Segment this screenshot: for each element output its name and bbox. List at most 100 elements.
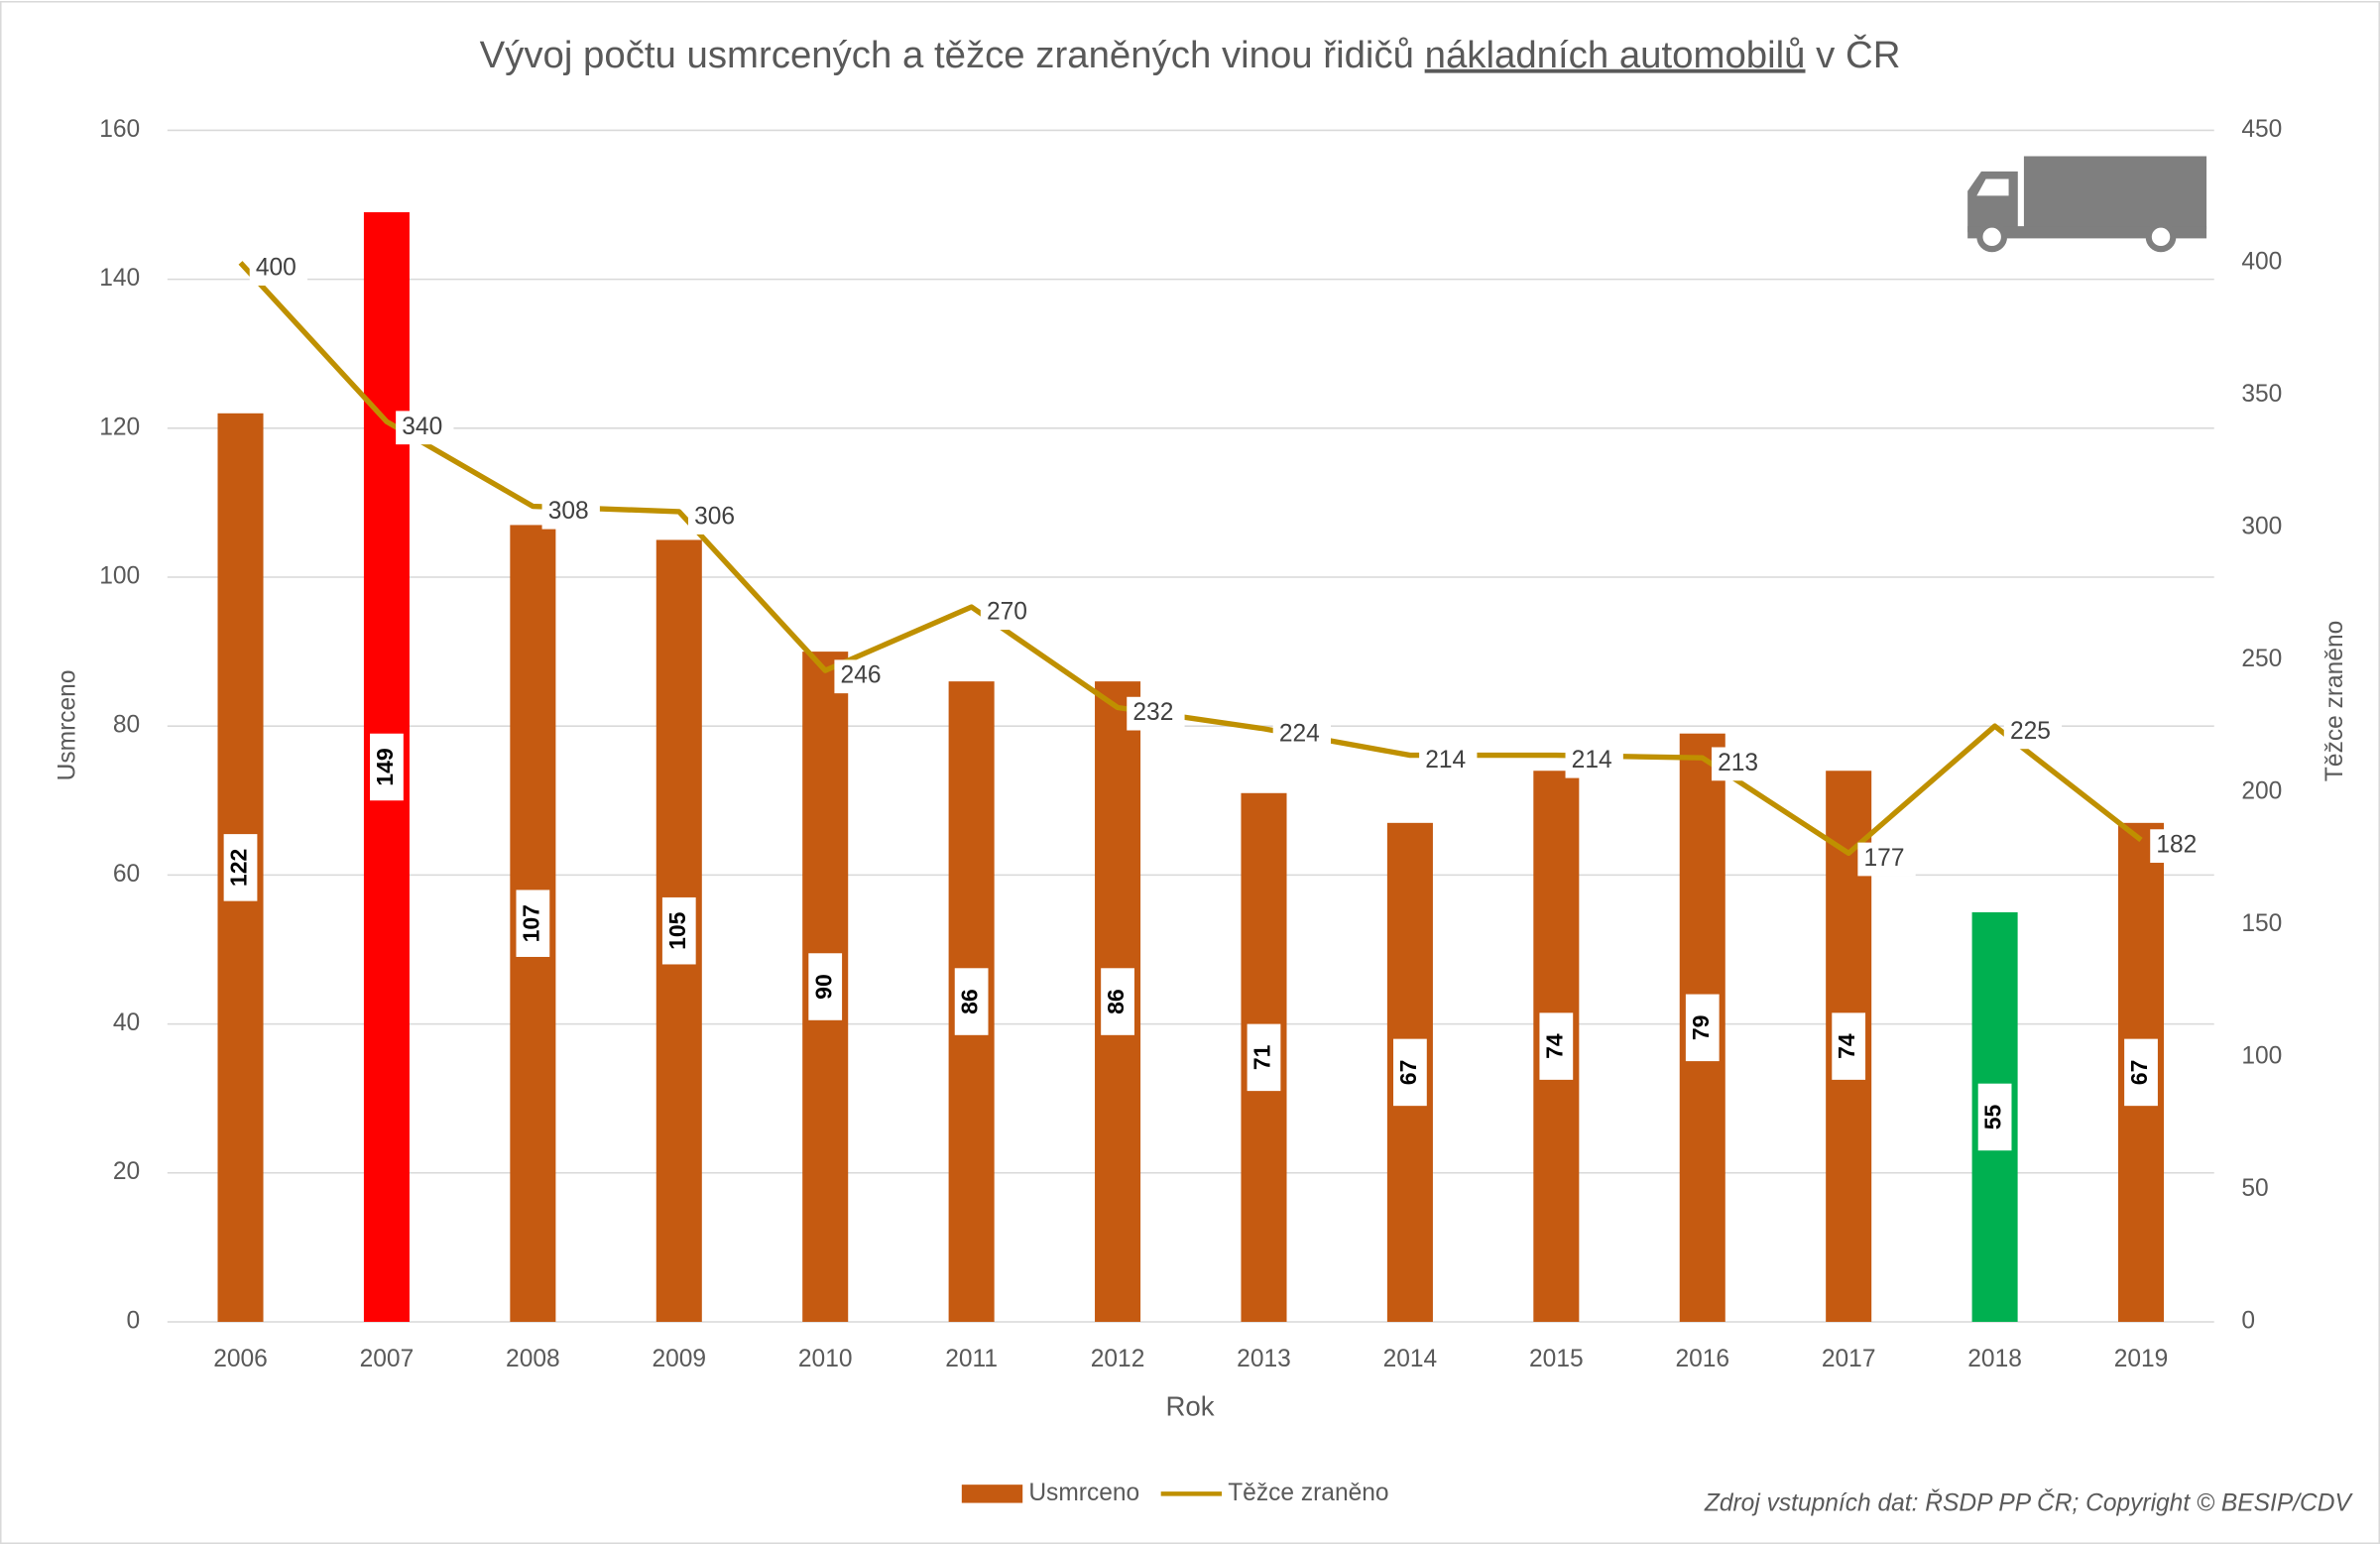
x-tick-label: 2006 [213, 1346, 268, 1372]
value-label: 90 [810, 974, 836, 1000]
value-label: 105 [664, 911, 690, 950]
value-label: 122 [226, 849, 252, 887]
y-tick-label: 80 [113, 712, 140, 739]
value-label: 107 [518, 904, 543, 942]
value-label-bg [687, 501, 747, 535]
value-label-bg [223, 834, 258, 901]
value-label-bg [1832, 1012, 1866, 1080]
y2-axis-title: Těžce zraněno [2321, 621, 2348, 781]
x-tick-label: 2015 [1529, 1346, 1584, 1372]
y-tick-label: 0 [127, 1307, 141, 1334]
value-label: 67 [1395, 1060, 1421, 1086]
value-label-bg [1711, 747, 1770, 781]
y2-tick-label: 200 [2241, 777, 2282, 804]
value-label-bg [1857, 842, 1916, 877]
value-label: 182 [2156, 832, 2197, 859]
legend-label: Usmrceno [1028, 1480, 1139, 1506]
value-label: 225 [2010, 718, 2051, 745]
value-label: 86 [957, 989, 983, 1014]
value-label: 306 [694, 504, 735, 531]
y2-tick-label: 150 [2241, 910, 2282, 937]
legend-label: Těžce zraněno [1228, 1480, 1388, 1506]
y2-tick-label: 300 [2241, 513, 2282, 539]
value-label-bg [808, 953, 843, 1020]
x-tick-label: 2018 [1967, 1346, 2022, 1372]
value-label: 213 [1718, 750, 1758, 776]
value-label-bg [370, 733, 404, 801]
y-tick-label: 120 [99, 414, 140, 440]
value-label-bg [1565, 744, 1623, 778]
value-label-bg [1393, 1038, 1427, 1107]
value-label-bg [1977, 1083, 2012, 1151]
y-tick-label: 20 [113, 1158, 140, 1185]
x-tick-label: 2008 [506, 1346, 560, 1372]
legend: Usmrceno Těžce zraněno [961, 1480, 1389, 1506]
source-note: Zdroj vstupních dat: ŘSDP PP ČR; Copyrig… [1704, 1489, 2354, 1517]
x-tick-label: 2010 [798, 1346, 853, 1372]
value-label-bg [2124, 1038, 2158, 1107]
x-tick-label: 2009 [652, 1346, 706, 1372]
value-label-bg [954, 968, 989, 1035]
x-tick-label: 2012 [1091, 1346, 1145, 1372]
value-label-bg [1101, 968, 1134, 1035]
value-label-bg [1272, 718, 1331, 752]
value-label-bg [661, 896, 696, 965]
value-label-bg [2150, 829, 2208, 864]
value-label: 74 [1834, 1033, 1859, 1059]
value-label: 74 [1541, 1033, 1567, 1059]
value-label-bg [980, 596, 1039, 631]
value-label: 232 [1132, 699, 1173, 726]
value-label: 149 [372, 748, 398, 785]
truck-icon [1967, 156, 2207, 253]
value-label-bg [2003, 715, 2063, 750]
value-label: 67 [2126, 1060, 2152, 1086]
value-label-bg [1539, 1012, 1574, 1080]
value-label-bg [249, 252, 308, 286]
value-label-bg [516, 890, 550, 957]
value-label-bg [1685, 994, 1720, 1062]
value-label: 86 [1103, 989, 1129, 1014]
value-label: 214 [1572, 747, 1612, 773]
x-tick-label: 2007 [360, 1346, 415, 1372]
value-label: 177 [1864, 845, 1905, 872]
value-label-bg [1127, 696, 1185, 731]
legend-swatch [961, 1485, 1023, 1503]
y-tick-label: 40 [113, 1010, 140, 1036]
y2-tick-label: 250 [2241, 646, 2282, 672]
chart-title: Vývoj počtu usmrcených a těžce zraněných… [480, 33, 1901, 76]
value-label: 214 [1425, 747, 1466, 773]
y-tick-label: 100 [99, 562, 140, 589]
value-label: 246 [841, 662, 882, 689]
y-tick-label: 60 [113, 861, 140, 888]
x-tick-label: 2011 [945, 1346, 998, 1372]
y2-tick-label: 100 [2241, 1042, 2282, 1069]
value-label: 71 [1250, 1044, 1275, 1070]
value-label: 270 [987, 599, 1027, 626]
value-label: 340 [402, 414, 442, 440]
x-axis-title: Rok [1165, 1391, 1214, 1422]
x-tick-label: 2013 [1237, 1346, 1291, 1372]
value-label-bg [541, 495, 600, 530]
y2-tick-label: 350 [2241, 381, 2282, 408]
x-tick-label: 2019 [2114, 1346, 2169, 1372]
y2-tick-label: 400 [2241, 248, 2282, 275]
value-label: 224 [1279, 720, 1320, 747]
value-label: 55 [1980, 1104, 2006, 1129]
value-label-bg [1419, 744, 1478, 778]
x-tick-label: 2016 [1675, 1346, 1729, 1372]
value-label: 79 [1688, 1015, 1714, 1041]
x-tick-label: 2014 [1383, 1346, 1438, 1372]
value-label-bg [396, 411, 454, 445]
value-label-bg [834, 659, 892, 694]
y-axis-title: Usmrceno [55, 670, 81, 781]
y-tick-label: 140 [99, 265, 140, 292]
value-label: 400 [256, 255, 297, 282]
value-label: 308 [548, 498, 589, 525]
value-label-bg [1247, 1023, 1281, 1092]
y2-tick-label: 0 [2241, 1307, 2255, 1334]
title-part: v ČR [1816, 33, 1900, 76]
y2-tick-label: 450 [2241, 116, 2282, 143]
title-part: Vývoj počtu usmrcených a těžce zraněných… [480, 34, 1414, 76]
y-tick-label: 160 [99, 116, 140, 143]
